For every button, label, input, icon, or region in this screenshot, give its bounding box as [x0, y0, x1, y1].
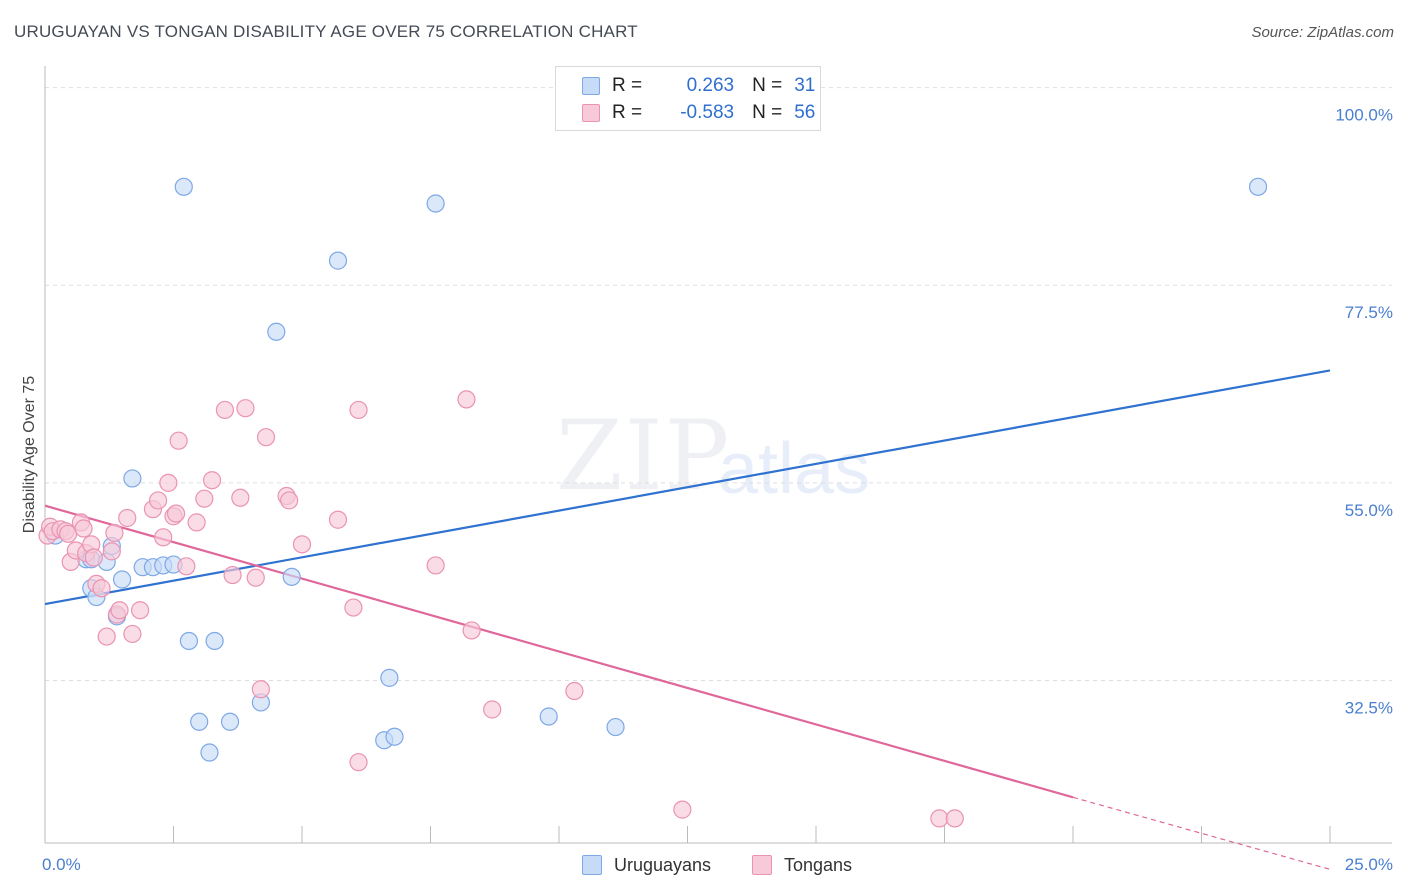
- legend-n-value: 56: [794, 102, 816, 123]
- tongan-point: [256, 428, 276, 447]
- x-tick-label: 0.0%: [42, 855, 81, 874]
- uruguayan-point: [205, 631, 224, 651]
- tongan-point: [123, 624, 142, 644]
- tongan-point: [349, 753, 368, 772]
- uruguayan-point: [426, 194, 445, 213]
- correlation-legend: R = 0.263 N = 31 R = -0.583 N = 56: [555, 66, 821, 131]
- uruguayan-point: [112, 570, 132, 589]
- data-points: [38, 177, 1268, 828]
- y-tick-label: 55.0%: [1345, 501, 1393, 520]
- legend-r-value: -0.583: [680, 102, 735, 123]
- tongan-point: [462, 621, 481, 640]
- bottom-legend-label: Uruguayans: [614, 854, 712, 875]
- tongan-point: [930, 809, 949, 828]
- legend-r-value: 0.263: [686, 75, 735, 96]
- uruguayan-point: [606, 717, 625, 737]
- tongan-point: [97, 627, 116, 646]
- tongan-point: [177, 557, 196, 576]
- uruguayan-point: [282, 567, 301, 586]
- bottom-legend-tongans: Tongans: [752, 852, 852, 878]
- tongan-point: [251, 680, 270, 699]
- uruguayan-point: [123, 469, 142, 488]
- y-tick-label: 100.0%: [1335, 106, 1393, 125]
- uruguayan-point: [179, 631, 199, 651]
- bottom-legend-label: Tongans: [784, 854, 853, 875]
- uruguayan-point: [328, 251, 348, 270]
- chart-title: URUGUAYAN VS TONGAN DISABILITY AGE OVER …: [14, 22, 638, 41]
- uruguayan-point: [1248, 177, 1268, 196]
- tongan-point: [483, 700, 502, 719]
- tongan-point: [246, 568, 265, 587]
- tongan-point: [118, 508, 137, 528]
- legend-n-value: 31: [794, 75, 816, 96]
- tongan-point: [169, 431, 188, 450]
- uruguayan-point: [385, 727, 404, 746]
- legend-swatch-blue: [582, 77, 600, 95]
- legend-row-uruguayans: R = 0.263 N = 31: [582, 73, 815, 99]
- tongan-point: [457, 390, 476, 409]
- uruguayan-point: [220, 712, 240, 731]
- tongan-point: [426, 556, 445, 575]
- watermark-zip: ZIP: [556, 400, 732, 512]
- tongan-point: [344, 598, 363, 617]
- tongan-point: [74, 519, 93, 538]
- legend-r-label: R =: [612, 102, 643, 123]
- tongan-point: [280, 491, 299, 510]
- tongan-point: [84, 548, 103, 567]
- tongan-point: [236, 399, 255, 418]
- y-tick-label: 77.5%: [1345, 303, 1393, 322]
- tongan-point: [166, 504, 186, 523]
- tongan-point: [223, 565, 242, 585]
- tongan-point: [673, 800, 692, 819]
- tongan-point: [202, 471, 222, 490]
- tongan-point: [231, 488, 250, 507]
- tongan-point: [195, 489, 214, 508]
- uruguayans-trend-line: [44, 369, 1331, 606]
- tongan-point: [110, 601, 129, 620]
- tongan-point: [945, 809, 964, 828]
- bottom-legend-swatch-blue: [582, 855, 602, 875]
- legend-n-label: N =: [752, 102, 783, 123]
- tongan-point: [102, 542, 121, 561]
- trend-lines: [44, 369, 1331, 870]
- tongan-point: [215, 400, 234, 420]
- tongans-trend-line: [44, 504, 1074, 799]
- legend-r-label: R =: [612, 75, 643, 96]
- watermark-atlas: atlas: [718, 429, 871, 509]
- uruguayan-point: [539, 707, 558, 726]
- y-axis-label: Disability Age Over 75: [21, 376, 38, 534]
- chart-source: Source: ZipAtlas.com: [1251, 24, 1394, 41]
- tongan-point: [328, 510, 348, 529]
- legend-n-label: N =: [752, 75, 783, 96]
- tongan-point: [154, 528, 173, 547]
- y-tick-label: 32.5%: [1345, 698, 1393, 717]
- uruguayan-point: [200, 743, 219, 762]
- legend-swatch-pink: [582, 104, 600, 122]
- uruguayan-point: [380, 668, 399, 687]
- tongan-point: [105, 523, 124, 543]
- grid-lines: [45, 87, 1392, 681]
- tongan-point: [565, 681, 584, 701]
- axes: [44, 66, 1392, 844]
- uruguayan-point: [190, 712, 209, 731]
- tongan-point: [159, 473, 178, 492]
- tongan-point: [292, 535, 312, 554]
- tongan-point: [349, 400, 368, 420]
- bottom-legend-uruguayans: Uruguayans: [582, 852, 711, 878]
- uruguayan-point: [267, 322, 286, 341]
- x-tick-label: 25.0%: [1345, 855, 1393, 874]
- bottom-legend-swatch-pink: [752, 855, 772, 875]
- tongan-point: [148, 491, 168, 510]
- tongan-point: [130, 601, 150, 620]
- axis-labels: 32.5% 55.0% 77.5% 100.0% 0.0% 25.0% Disability…: [21, 106, 1393, 874]
- legend-row-tongans: R = -0.583 N = 56: [582, 100, 815, 126]
- tongan-point: [92, 579, 111, 598]
- tongan-point: [187, 513, 206, 532]
- uruguayan-point: [174, 177, 193, 196]
